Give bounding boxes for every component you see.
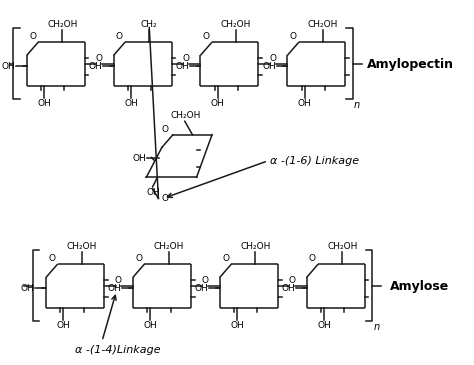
Text: O: O bbox=[269, 54, 276, 63]
Text: α -(1-4)Linkage: α -(1-4)Linkage bbox=[75, 345, 161, 355]
Text: α -(1-6) Linkage: α -(1-6) Linkage bbox=[270, 156, 359, 166]
Text: OH: OH bbox=[56, 321, 70, 330]
Text: O: O bbox=[222, 254, 229, 263]
Text: O: O bbox=[309, 254, 316, 263]
Text: Amylose: Amylose bbox=[390, 280, 449, 293]
Text: OH: OH bbox=[108, 284, 121, 293]
Text: OH: OH bbox=[298, 99, 311, 108]
Text: OH: OH bbox=[175, 62, 189, 71]
Text: O: O bbox=[135, 254, 142, 263]
Text: OH: OH bbox=[21, 284, 35, 293]
Text: O: O bbox=[48, 254, 55, 263]
Text: n: n bbox=[354, 100, 360, 110]
Text: OH: OH bbox=[281, 284, 295, 293]
Text: n: n bbox=[373, 322, 379, 332]
Text: OH: OH bbox=[230, 321, 244, 330]
Text: CH₂: CH₂ bbox=[141, 20, 157, 28]
Text: OH: OH bbox=[124, 99, 138, 108]
Text: Amylopectin: Amylopectin bbox=[366, 58, 454, 71]
Text: O: O bbox=[182, 54, 190, 63]
Text: O: O bbox=[162, 125, 169, 134]
Text: O: O bbox=[96, 54, 102, 63]
Text: O: O bbox=[289, 276, 296, 285]
Text: CH₂OH: CH₂OH bbox=[154, 242, 184, 250]
Text: O: O bbox=[161, 194, 168, 203]
Text: OH: OH bbox=[211, 99, 225, 108]
Text: CH₂OH: CH₂OH bbox=[171, 111, 201, 120]
Text: OH: OH bbox=[133, 154, 146, 162]
Text: OH: OH bbox=[317, 321, 331, 330]
Text: OH: OH bbox=[88, 62, 102, 71]
Text: CH₂OH: CH₂OH bbox=[308, 20, 338, 28]
Text: CH₂OH: CH₂OH bbox=[66, 242, 97, 250]
Text: CH₂OH: CH₂OH bbox=[240, 242, 271, 250]
Text: CH₂OH: CH₂OH bbox=[47, 20, 78, 28]
Text: O: O bbox=[290, 32, 297, 41]
Text: OH: OH bbox=[37, 99, 51, 108]
Text: OH: OH bbox=[1, 62, 15, 71]
Text: O: O bbox=[203, 32, 210, 41]
Text: OH: OH bbox=[147, 188, 161, 197]
Text: O: O bbox=[116, 32, 123, 41]
Text: O: O bbox=[202, 276, 209, 285]
Text: OH: OH bbox=[144, 321, 157, 330]
Text: O: O bbox=[115, 276, 122, 285]
Text: OH: OH bbox=[262, 62, 276, 71]
Text: OH: OH bbox=[194, 284, 208, 293]
Text: CH₂OH: CH₂OH bbox=[327, 242, 357, 250]
Text: O: O bbox=[29, 32, 36, 41]
Text: CH₂OH: CH₂OH bbox=[221, 20, 251, 28]
